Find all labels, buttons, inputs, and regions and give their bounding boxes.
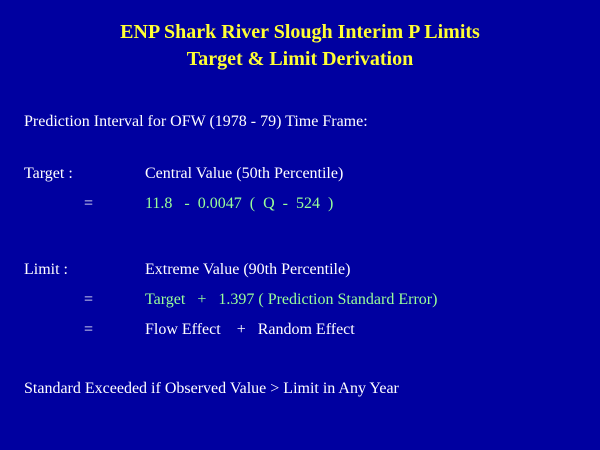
limit-equals-sign-2: = — [84, 321, 94, 338]
target-formula: 11.8 - 0.0047 ( Q - 524 ) — [145, 195, 334, 212]
limit-description: Extreme Value (90th Percentile) — [145, 261, 351, 278]
slide-title: ENP Shark River Slough Interim P Limits — [120, 21, 480, 43]
standard-exceeded-statement: Standard Exceeded if Observed Value > Li… — [24, 380, 399, 397]
limit-equals-sign-1: = — [84, 291, 94, 308]
limit-formula-1: Target + 1.397 ( Prediction Standard Err… — [145, 291, 438, 308]
target-label: Target : — [24, 165, 73, 182]
slide-subtitle-title: Target & Limit Derivation — [186, 48, 414, 70]
prediction-interval-heading: Prediction Interval for OFW (1978 - 79) … — [24, 113, 368, 130]
limit-formula-2: Flow Effect + Random Effect — [145, 321, 355, 338]
target-equals-sign: = — [84, 195, 94, 212]
target-description: Central Value (50th Percentile) — [145, 165, 344, 182]
limit-label: Limit : — [24, 261, 68, 278]
